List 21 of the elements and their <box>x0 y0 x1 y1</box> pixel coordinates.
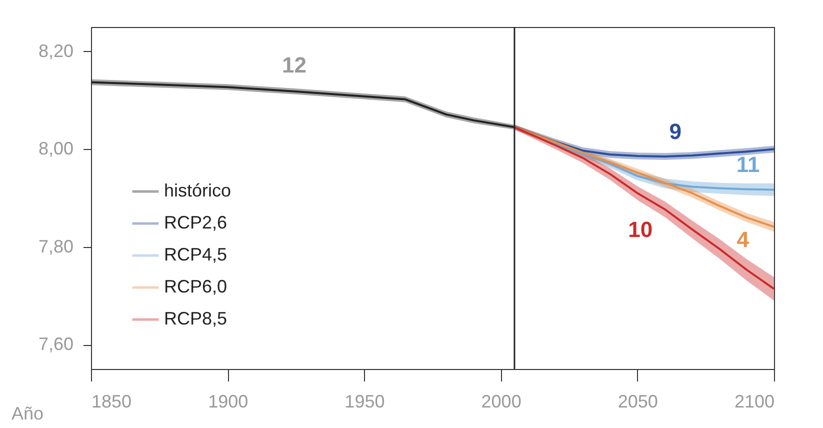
legend-label: RCP8,5 <box>164 308 228 328</box>
x-tick-label: 1850 <box>92 392 132 412</box>
x-tick-label: 1950 <box>344 392 385 412</box>
legend-label: RCP2,6 <box>164 212 228 232</box>
annotation: 9 <box>669 119 682 144</box>
x-tick-label: 1900 <box>208 392 248 412</box>
x-tick-label: 2100 <box>734 392 774 412</box>
legend-label: RCP4,5 <box>164 244 228 264</box>
y-tick-label: 8,20 <box>38 40 74 61</box>
legend-label: RCP6,0 <box>164 276 228 296</box>
annotation: 12 <box>282 52 307 78</box>
annotation: 10 <box>628 216 653 242</box>
x-tick-label: 2000 <box>481 392 522 412</box>
y-tick-label: 7,80 <box>38 236 74 256</box>
x-axis-title: Año <box>12 404 44 424</box>
legend-label: histórico <box>164 180 232 200</box>
x-tick-label: 2050 <box>618 392 658 412</box>
y-tick-label: 7,60 <box>38 334 74 354</box>
annotation: 4 <box>736 226 750 252</box>
y-tick-label: 8,00 <box>38 138 74 159</box>
annotation: 11 <box>736 152 760 178</box>
